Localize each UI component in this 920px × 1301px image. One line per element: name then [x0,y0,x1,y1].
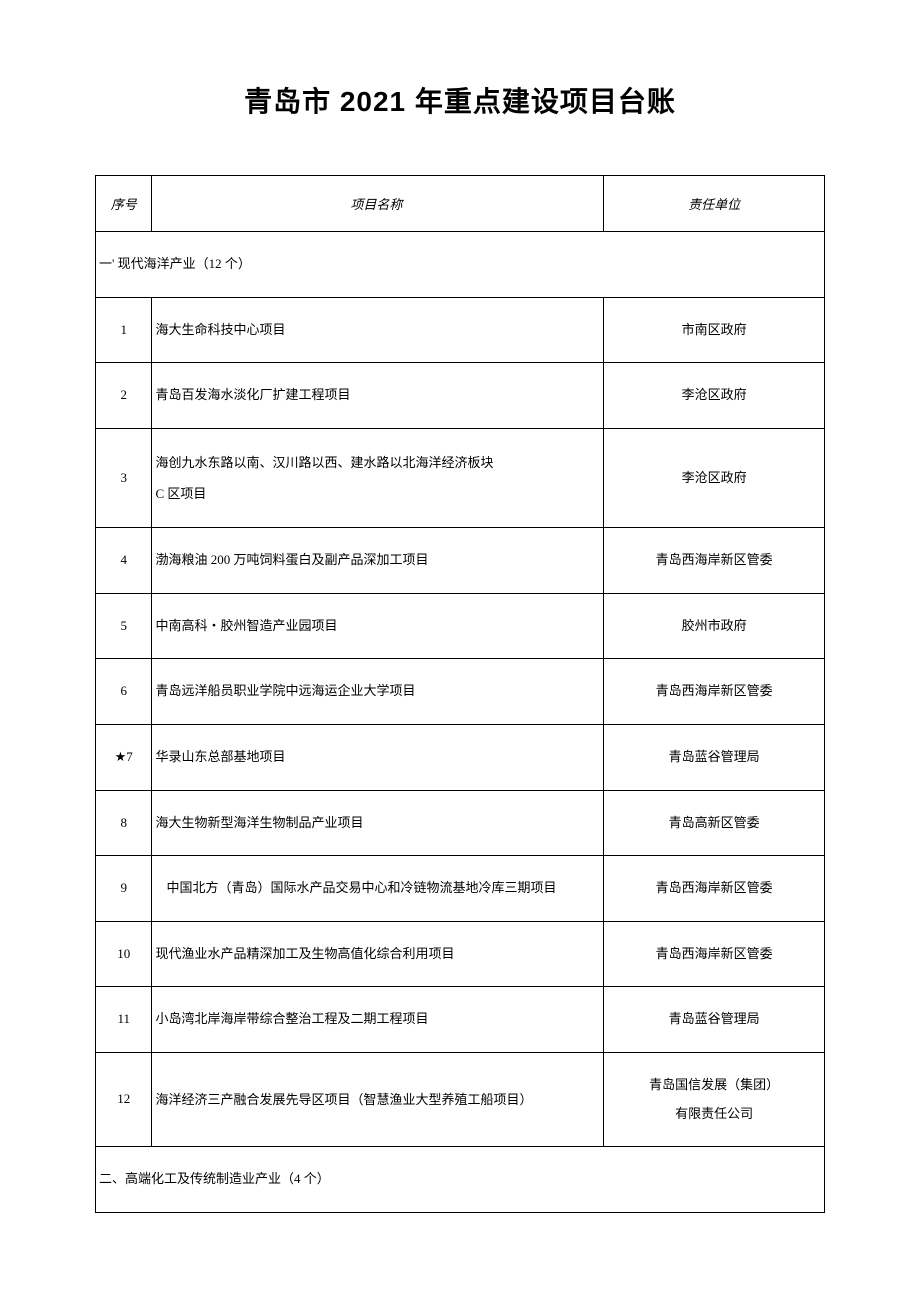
table-row: 8海大生物新型海洋生物制品产业项目青岛高新区管委 [96,790,825,856]
row-project-name: 海大生物新型海洋生物制品产业项目 [152,790,604,856]
row-number: 6 [96,659,152,725]
table-row: 3海创九水东路以南、汉川路以西、建水路以北海洋经济板块C 区项目李沧区政府 [96,428,825,527]
table-row: ★7华录山东总部基地项目青岛蓝谷管理局 [96,724,825,790]
row-number: 8 [96,790,152,856]
row-number: 12 [96,1052,152,1146]
header-project-name: 项目名称 [152,176,604,232]
row-project-name: 华录山东总部基地项目 [152,724,604,790]
row-project-name: 海创九水东路以南、汉川路以西、建水路以北海洋经济板块C 区项目 [152,428,604,527]
table-row: 10现代渔业水产品精深加工及生物高值化综合利用项目青岛西海岸新区管委 [96,921,825,987]
row-number: ★7 [96,724,152,790]
section-label: 一' 现代海洋产业（12 个） [96,232,825,298]
row-responsible-unit: 青岛西海岸新区管委 [604,856,825,922]
row-responsible-unit: 市南区政府 [604,297,825,363]
projects-table: 序号 项目名称 责任单位 一' 现代海洋产业（12 个）1海大生命科技中心项目市… [95,175,825,1213]
document-title: 青岛市 2021 年重点建设项目台账 [95,80,825,120]
table-row: 1海大生命科技中心项目市南区政府 [96,297,825,363]
row-responsible-unit: 青岛国信发展（集团）有限责任公司 [604,1052,825,1146]
row-responsible-unit: 青岛蓝谷管理局 [604,987,825,1053]
row-responsible-unit: 胶州市政府 [604,593,825,659]
row-number: 1 [96,297,152,363]
row-responsible-unit: 李沧区政府 [604,363,825,429]
row-number: 3 [96,428,152,527]
row-number: 9 [96,856,152,922]
row-project-name: 海洋经济三产融合发展先导区项目（智慧渔业大型养殖工船项目） [152,1052,604,1146]
section-header-row: 一' 现代海洋产业（12 个） [96,232,825,298]
table-header-row: 序号 项目名称 责任单位 [96,176,825,232]
row-project-name: 小岛湾北岸海岸带综合整治工程及二期工程项目 [152,987,604,1053]
row-responsible-unit: 青岛西海岸新区管委 [604,659,825,725]
row-project-name: 青岛远洋船员职业学院中远海运企业大学项目 [152,659,604,725]
row-project-name: 青岛百发海水淡化厂扩建工程项目 [152,363,604,429]
row-number: 5 [96,593,152,659]
section-label: 二、高端化工及传统制造业产业（4 个） [96,1147,825,1213]
row-responsible-unit: 青岛西海岸新区管委 [604,528,825,594]
table-row: 12海洋经济三产融合发展先导区项目（智慧渔业大型养殖工船项目）青岛国信发展（集团… [96,1052,825,1146]
row-project-name: 渤海粮油 200 万吨饲料蛋白及副产品深加工项目 [152,528,604,594]
row-responsible-unit: 青岛西海岸新区管委 [604,921,825,987]
table-row: 4渤海粮油 200 万吨饲料蛋白及副产品深加工项目青岛西海岸新区管委 [96,528,825,594]
row-number: 4 [96,528,152,594]
row-project-name: 中南高科・胶州智造产业园项目 [152,593,604,659]
row-project-name: 中国北方（青岛）国际水产品交易中心和冷链物流基地冷库三期项目 [152,856,604,922]
row-responsible-unit: 青岛蓝谷管理局 [604,724,825,790]
header-number: 序号 [96,176,152,232]
row-project-name: 现代渔业水产品精深加工及生物高值化综合利用项目 [152,921,604,987]
table-row: 9中国北方（青岛）国际水产品交易中心和冷链物流基地冷库三期项目青岛西海岸新区管委 [96,856,825,922]
row-number: 2 [96,363,152,429]
row-project-name: 海大生命科技中心项目 [152,297,604,363]
row-number: 11 [96,987,152,1053]
table-row: 5中南高科・胶州智造产业园项目胶州市政府 [96,593,825,659]
row-responsible-unit: 青岛高新区管委 [604,790,825,856]
row-number: 10 [96,921,152,987]
table-row: 11小岛湾北岸海岸带综合整治工程及二期工程项目青岛蓝谷管理局 [96,987,825,1053]
header-unit: 责任单位 [604,176,825,232]
row-responsible-unit: 李沧区政府 [604,428,825,527]
table-row: 2青岛百发海水淡化厂扩建工程项目李沧区政府 [96,363,825,429]
table-row: 6青岛远洋船员职业学院中远海运企业大学项目青岛西海岸新区管委 [96,659,825,725]
section-header-row: 二、高端化工及传统制造业产业（4 个） [96,1147,825,1213]
